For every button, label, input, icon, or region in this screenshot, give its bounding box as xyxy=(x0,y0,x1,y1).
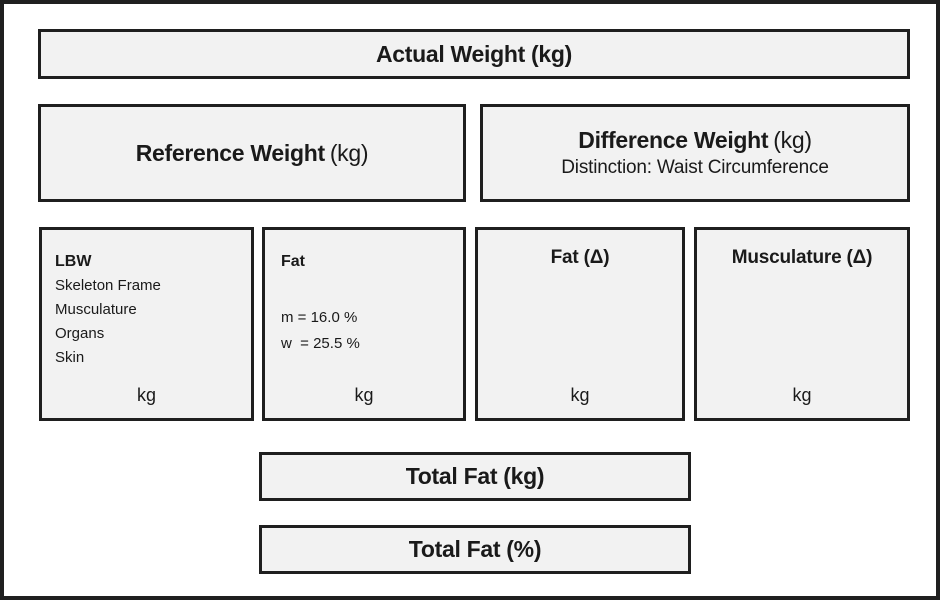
reference-weight-label: Reference Weight (kg) xyxy=(135,139,369,167)
lbw-item-musculature: Musculature xyxy=(55,301,137,318)
difference-weight-label: Difference Weight (kg) xyxy=(578,127,812,154)
difference-weight-label-bold: Difference Weight xyxy=(578,127,769,153)
lbw-item-skin: Skin xyxy=(55,349,85,366)
difference-weight-unit: (kg) xyxy=(773,127,812,153)
actual-weight-label: Actual Weight (kg) xyxy=(375,40,573,67)
actual-weight-box: Actual Weight (kg) xyxy=(38,29,910,79)
difference-weight-subtitle: Distinction: Waist Circumference xyxy=(561,157,829,178)
lbw-item-organs: Organs xyxy=(55,325,105,342)
lbw-item-skeleton-frame: Skeleton Frame xyxy=(55,277,161,294)
fat-percent-women: w = 25.5 % xyxy=(281,335,360,352)
lbw-box: LBW Skeleton Frame Musculature Organs Sk… xyxy=(39,227,254,421)
lbw-title: LBW xyxy=(55,253,92,270)
fat-unit-label: kg xyxy=(354,385,374,405)
lbw-component-list: Skeleton Frame Musculature Organs Skin xyxy=(55,274,241,370)
reference-weight-box: Reference Weight (kg) xyxy=(38,104,466,202)
musculature-delta-box: Musculature (Δ) kg xyxy=(694,227,910,421)
difference-weight-box: Difference Weight (kg) Distinction: Waist… xyxy=(480,104,910,202)
total-fat-kg-label: Total Fat (kg) xyxy=(405,463,545,489)
fat-delta-unit-label: kg xyxy=(570,385,590,405)
reference-weight-unit: (kg) xyxy=(329,139,369,166)
fat-delta-title: Fat (Δ) xyxy=(550,247,610,268)
musculature-delta-unit-label: kg xyxy=(792,385,812,405)
fat-percent-men: m = 16.0 % xyxy=(281,309,358,326)
fat-title: Fat xyxy=(281,253,305,270)
reference-weight-label-bold: Reference Weight xyxy=(135,139,325,166)
lbw-unit-label: kg xyxy=(136,385,156,405)
fat-box: Fat m = 16.0 % w = 25.5 % kg xyxy=(262,227,466,421)
total-fat-kg-box: Total Fat (kg) xyxy=(259,452,691,501)
total-fat-pct-box: Total Fat (%) xyxy=(259,525,691,574)
fat-percentages: m = 16.0 % w = 25.5 % xyxy=(281,305,453,357)
musculature-delta-title: Musculature (Δ) xyxy=(731,247,873,268)
fat-delta-box: Fat (Δ) kg xyxy=(475,227,685,421)
total-fat-pct-label: Total Fat (%) xyxy=(408,536,542,562)
